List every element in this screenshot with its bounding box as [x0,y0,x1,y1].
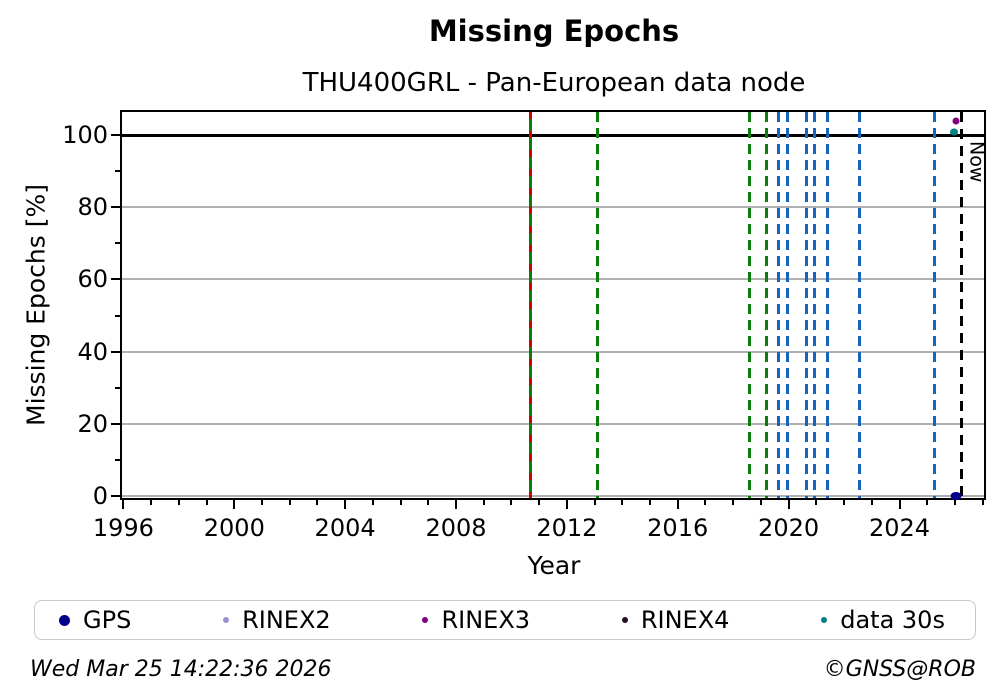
legend-dot-data-30s [821,617,828,623]
y-tick-80 [111,206,120,209]
y-tick-label-100: 100 [62,121,108,150]
x-tick-label-2004: 2004 [314,514,376,542]
x-minor-tick-2014 [621,500,624,505]
x-minor-tick-2003 [316,500,319,505]
y-tick-20 [111,422,120,425]
x-tick-label-2008: 2008 [425,514,487,542]
chart-title: Missing Epochs [428,14,680,48]
legend-item-rinex3: RINEX3 [422,606,530,634]
y-tick-60 [111,278,120,281]
plot-area [120,110,986,500]
legend-dot-rinex4 [621,617,628,623]
now-line [959,112,963,498]
event-line-2021.4 [825,112,829,498]
gridline-y80 [122,206,984,209]
legend-dot-rinex2 [223,617,230,623]
gridline-y40 [122,350,984,353]
legend-item-gps: GPS [59,606,131,634]
x-minor-tick-2023 [870,500,873,505]
x-minor-tick-2013 [593,500,596,505]
x-minor-tick-2022 [843,500,845,505]
data-marker-rinex3 [952,117,960,125]
x-minor-tick-2002 [288,500,291,505]
x-minor-tick-2015 [649,500,651,505]
x-tick-label-2020: 2020 [758,514,820,542]
x-tick-2016 [676,500,679,509]
x-minor-tick-2010 [510,500,513,505]
legend-label: RINEX3 [441,606,531,634]
legend-label: RINEX4 [640,606,730,634]
gridline-y20 [122,422,984,425]
event-line-2013.1 [595,112,599,498]
legend-label: GPS [83,606,132,634]
x-tick-1996 [122,500,125,509]
event-line-2025.25 [932,112,936,498]
x-minor-tick-1998 [177,500,180,505]
x-tick-2024 [898,500,901,509]
x-tick-2000 [233,500,236,509]
legend: GPS RINEX2 RINEX3 RINEX4 data 30s [34,600,976,640]
gridline-y60 [122,278,984,281]
legend-label: RINEX2 [242,606,331,634]
y-tick-0 [111,494,120,497]
x-minor-tick-2009 [482,500,485,505]
legend-dot-gps [59,614,70,626]
legend-label: data 30s [840,606,945,634]
x-minor-tick-1999 [205,500,208,505]
x-minor-tick-2019 [759,500,762,505]
footer-timestamp: Wed Mar 25 14:22:36 2026 [30,657,332,682]
footer-credit: ©GNSS@ROB [823,657,976,682]
x-tick-2008 [455,500,457,509]
x-axis-label: Year [527,551,581,580]
event-line-2020.95 [813,112,817,498]
event-line-2018.6 [748,112,752,498]
data-marker-gps [950,491,961,500]
x-minor-tick-2006 [399,500,402,505]
x-tick-2020 [787,500,790,509]
data-marker-data-30s [950,128,959,135]
event-line-2010.7 [529,112,533,498]
hline-100-percent [122,134,984,137]
x-minor-tick-2021 [815,500,818,505]
x-minor-tick-2005 [371,500,374,505]
event-line-2022.55 [857,112,861,498]
x-tick-label-2012: 2012 [536,514,598,542]
event-line-2020.65 [805,112,809,498]
x-tick-label-2000: 2000 [203,514,265,542]
x-minor-tick-2017 [704,500,707,505]
x-tick-label-2016: 2016 [647,514,709,542]
y-tick-100 [111,134,120,137]
x-tick-2004 [344,500,347,509]
x-minor-tick-2011 [538,500,541,505]
y-tick-40 [111,350,120,353]
x-tick-label-2024: 2024 [868,514,931,542]
x-minor-tick-2018 [732,500,735,505]
legend-item-data-30s: data 30s [821,606,945,634]
y-axis-label: Missing Epochs [%] [21,184,51,426]
x-tick-label-1996: 1996 [92,514,154,542]
x-minor-tick-2007 [427,500,430,505]
x-tick-2012 [565,500,568,509]
x-minor-tick-2027 [981,500,984,505]
event-line-2019.65 [777,112,781,498]
x-minor-tick-2025 [926,500,929,505]
event-line-2019.2 [764,112,768,498]
y-tick-label-0: 0 [92,481,108,510]
x-minor-tick-1997 [150,500,153,505]
event-line-2019.95 [785,112,789,498]
chart-subtitle: THU400GRL - Pan-European data node [302,68,806,98]
legend-item-rinex4: RINEX4 [621,606,730,634]
legend-item-rinex2: RINEX2 [223,606,331,634]
legend-dot-rinex3 [422,617,429,623]
gridline-y0 [122,494,984,497]
x-minor-tick-2026 [953,500,956,505]
x-minor-tick-2001 [261,500,263,505]
